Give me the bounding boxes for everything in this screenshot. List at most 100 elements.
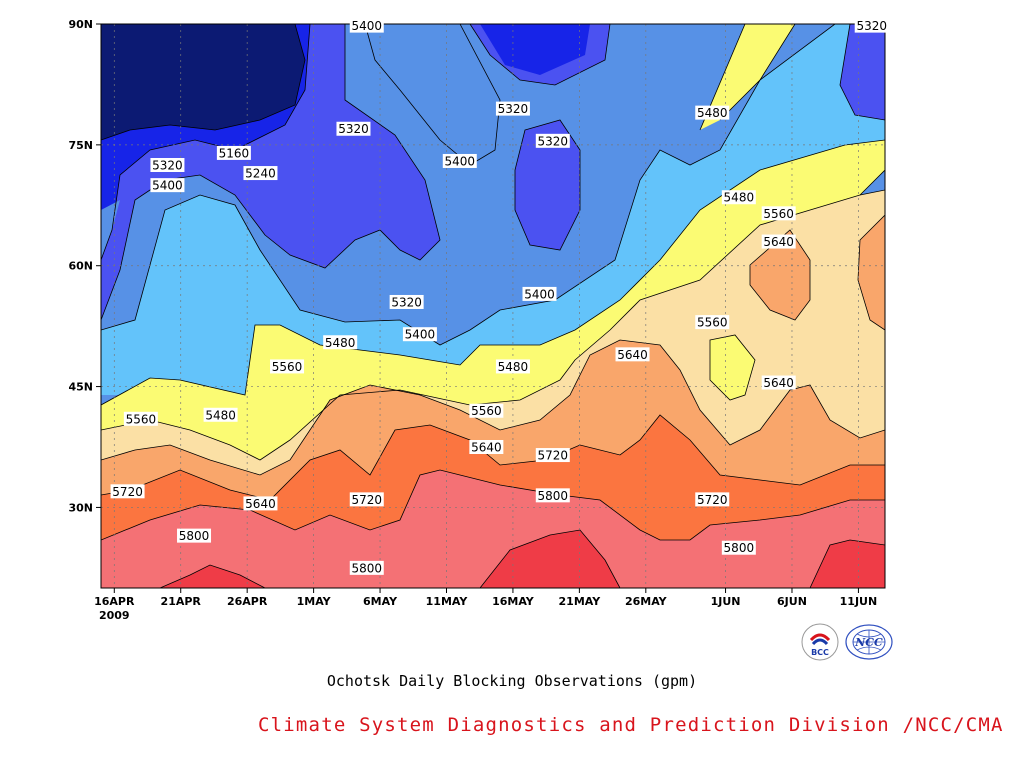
contour-label-bg — [615, 347, 650, 362]
y-tick-label: 90N — [68, 18, 93, 31]
contour-label-bg — [336, 121, 371, 136]
x-tick-label: 21MAY — [559, 595, 602, 608]
band-5560-5640 — [101, 190, 885, 475]
chart-title: Ochotsk Daily Blocking Observations (gpm… — [326, 672, 698, 690]
bcc-logo-icon: BCC — [801, 623, 839, 661]
ncc-logo-text: NCC — [854, 636, 883, 649]
contour-label: 5400 — [442, 153, 477, 168]
band-high-1 — [160, 565, 265, 588]
contour-label-text: 5400 — [445, 154, 476, 168]
contour-label-text: 5560 — [126, 412, 157, 426]
plot-frame — [100, 23, 886, 589]
band-5640-island-a — [750, 230, 810, 320]
contour-label: 5240 — [243, 166, 278, 181]
contour-label-bg — [216, 145, 251, 160]
contour-label-text: 5560 — [763, 207, 794, 221]
contour-label-bg — [270, 359, 305, 374]
contour-label: 5560 — [761, 206, 796, 221]
contour-label: 5800 — [535, 488, 570, 503]
contour-label: 5480 — [203, 407, 238, 422]
contour-label-bg — [123, 411, 158, 426]
contour-label-text: 5400 — [524, 287, 555, 301]
contour-label: 5640 — [615, 347, 650, 362]
contour-label-text: 5160 — [219, 146, 250, 160]
band-5400-nw-tongue — [101, 200, 120, 260]
credit-line: Climate System Diagnostics and Predictio… — [258, 714, 1004, 736]
contour-label-text: 5800 — [351, 561, 382, 575]
contour-label-bg — [150, 158, 185, 172]
bcc-logo-text: BCC — [811, 648, 829, 657]
contour-label-text: 5320 — [538, 134, 569, 148]
contour-label-text: 5320 — [391, 295, 422, 309]
contour-label-bg — [243, 496, 278, 511]
contour-label-bg — [535, 488, 570, 503]
contour-label-bg — [349, 18, 384, 33]
contour-label: 5400 — [522, 286, 557, 301]
contour-label-text: 5800 — [179, 529, 210, 543]
contour-labels: 5400 5320 5160 5240 5320 5400 5320 5400 5320 5320… — [110, 18, 889, 575]
contour-label-text: 5800 — [538, 489, 569, 503]
contour-label-text: 5400 — [152, 179, 183, 193]
band-5640-5720 — [101, 340, 885, 500]
contour-label-bg — [469, 403, 504, 418]
contour-label-bg — [721, 190, 756, 205]
contour-label: 5320 — [535, 133, 570, 148]
x-tick-label: 11JUN — [840, 595, 878, 608]
contour-label: 5480 — [323, 335, 358, 350]
x-tick-label: 6MAY — [363, 595, 398, 608]
band-5800-plus — [101, 470, 885, 588]
contour-label-bg — [695, 315, 730, 330]
contour-label-text: 5480 — [697, 106, 728, 120]
contour-label-bg — [243, 166, 278, 181]
contour-label-text: 5240 — [245, 167, 276, 181]
contour-label-text: 5560 — [272, 360, 303, 374]
contour-label-bg — [150, 178, 185, 193]
contour-label-text: 5720 — [538, 449, 569, 463]
contour-label-text: 5720 — [351, 493, 382, 507]
contour-label-bg — [469, 440, 504, 454]
band-5240-core-top — [480, 24, 590, 75]
contour-label: 5320 — [336, 121, 371, 136]
contour-label: 5720 — [110, 484, 145, 499]
y-tick-label: 45N — [68, 381, 93, 394]
contour-label-bg — [203, 407, 238, 422]
contour-label: 5480 — [721, 190, 756, 205]
contour-label-text: 5320 — [152, 159, 183, 173]
contour-label-bg — [695, 105, 730, 120]
contour-label-bg — [442, 153, 477, 168]
band-5160 — [101, 24, 305, 140]
contour-label-bg — [761, 206, 796, 221]
contour-label: 5560 — [695, 315, 730, 330]
contour-lines — [101, 24, 885, 588]
contour-label-text: 5720 — [697, 493, 728, 507]
contour-label-text: 5640 — [245, 497, 276, 511]
filled-contours — [101, 24, 885, 588]
contour-label: 5560 — [469, 403, 504, 418]
contour-label-text: 5480 — [205, 408, 236, 422]
contour-label-bg — [761, 375, 796, 390]
contour-label: 5720 — [535, 448, 570, 463]
band-high-2 — [480, 530, 620, 588]
contour-label-text: 5320 — [498, 102, 529, 116]
contour-label: 5320 — [495, 101, 530, 116]
contour-label: 5480 — [695, 105, 730, 120]
contour-label-text: 5640 — [471, 441, 502, 455]
band-5720-5800 — [101, 415, 885, 540]
contour-label-text: 5480 — [325, 336, 356, 350]
contour-label-bg — [495, 101, 530, 116]
x-tick-label: 26MAY — [625, 595, 668, 608]
contour-label-text: 5720 — [112, 485, 143, 499]
contour-label-text: 5640 — [617, 348, 648, 362]
band-high-3 — [810, 540, 885, 588]
contour-label: 5320 — [854, 18, 889, 33]
contour-label: 5640 — [761, 234, 796, 249]
ncc-logo-icon: NCC — [845, 624, 893, 660]
contour-label-bg — [110, 484, 145, 499]
contour-label-bg — [721, 540, 756, 555]
contour-label-bg — [402, 327, 437, 342]
band-5480-5560 — [101, 140, 885, 460]
gridlines — [101, 24, 885, 588]
x-tick-label: 26APR — [227, 595, 268, 608]
